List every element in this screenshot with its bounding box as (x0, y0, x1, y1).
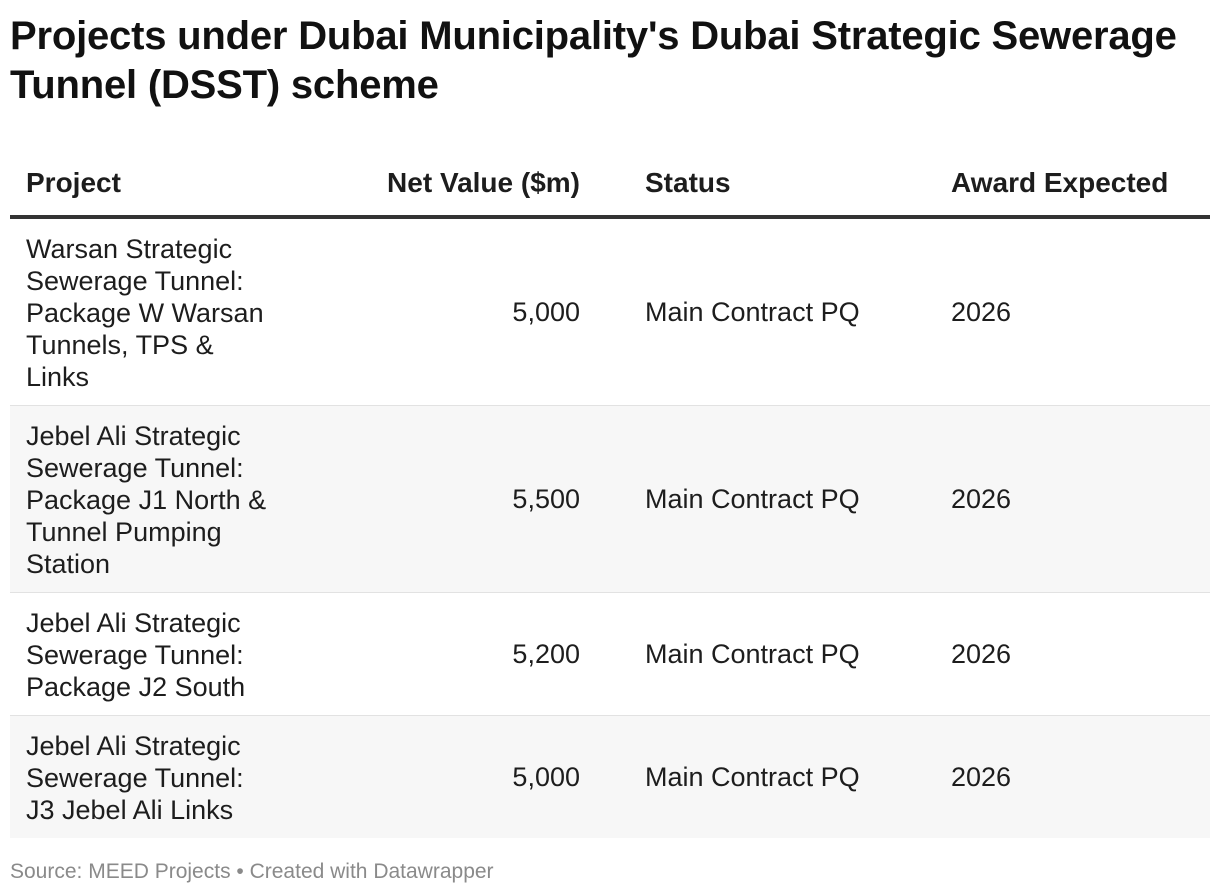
table-row: Jebel Ali Strategic Sewerage Tunnel: Pac… (10, 592, 1210, 716)
cell-net-value: 5,000 (310, 715, 580, 838)
cell-award-expected: 2026 (883, 405, 1210, 593)
column-header-net-value[interactable]: Net Value ($m) (310, 150, 580, 219)
chart-title: Projects under Dubai Municipality's Duba… (10, 14, 1177, 107)
cell-project: Jebel Ali Strategic Sewerage Tunnel: Pac… (10, 592, 310, 716)
column-header-project[interactable]: Project (10, 150, 310, 219)
header-row: Project Net Value ($m) Status Award Expe… (10, 150, 1210, 219)
projects-table: Project Net Value ($m) Status Award Expe… (10, 150, 1210, 838)
project-name: Jebel Ali Strategic Sewerage Tunnel: J3 … (26, 731, 244, 825)
cell-net-value: 5,200 (310, 592, 580, 716)
column-header-award-expected[interactable]: Award Expected (883, 150, 1210, 219)
cell-award-expected: 2026 (883, 715, 1210, 838)
table-body: Warsan Strategic Sewerage Tunnel: Packag… (10, 217, 1210, 838)
cell-award-expected: 2026 (883, 217, 1210, 406)
cell-status: Main Contract PQ (580, 592, 883, 716)
cell-status: Main Contract PQ (580, 405, 883, 593)
cell-award-expected: 2026 (883, 592, 1210, 716)
cell-status: Main Contract PQ (580, 715, 883, 838)
cell-net-value: 5,500 (310, 405, 580, 593)
column-header-status[interactable]: Status (580, 150, 883, 219)
project-name: Jebel Ali Strategic Sewerage Tunnel: Pac… (26, 421, 267, 579)
table-row: Jebel Ali Strategic Sewerage Tunnel: J3 … (10, 715, 1210, 838)
project-name: Warsan Strategic Sewerage Tunnel: Packag… (26, 234, 264, 392)
project-name: Jebel Ali Strategic Sewerage Tunnel: Pac… (26, 608, 246, 702)
cell-project: Jebel Ali Strategic Sewerage Tunnel: J3 … (10, 715, 310, 838)
cell-project: Warsan Strategic Sewerage Tunnel: Packag… (10, 217, 310, 406)
table-row: Warsan Strategic Sewerage Tunnel: Packag… (10, 217, 1210, 406)
cell-status: Main Contract PQ (580, 217, 883, 406)
cell-project: Jebel Ali Strategic Sewerage Tunnel: Pac… (10, 405, 310, 593)
source-footer: Source: MEED Projects • Created with Dat… (10, 860, 494, 883)
projects-table-container: Project Net Value ($m) Status Award Expe… (10, 150, 1210, 838)
table-header: Project Net Value ($m) Status Award Expe… (10, 150, 1210, 219)
cell-net-value: 5,000 (310, 217, 580, 406)
table-row: Jebel Ali Strategic Sewerage Tunnel: Pac… (10, 405, 1210, 593)
